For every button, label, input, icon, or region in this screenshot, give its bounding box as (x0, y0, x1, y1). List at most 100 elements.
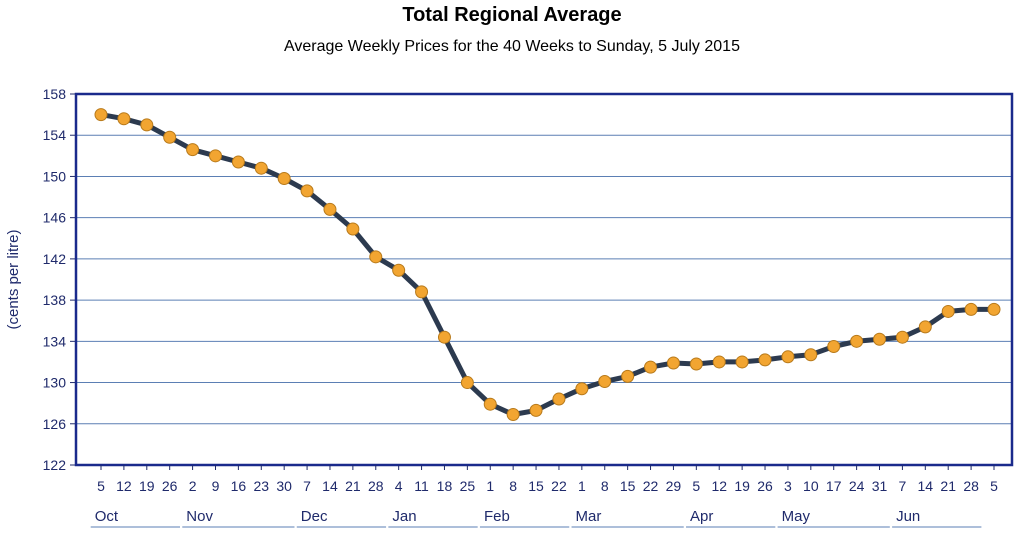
data-point (873, 332, 887, 346)
data-point (117, 112, 131, 126)
data-point (964, 302, 978, 316)
month-label: Jun (896, 508, 920, 525)
x-tick-label: 22 (643, 478, 659, 494)
chart-subtitle: Average Weekly Prices for the 40 Weeks t… (284, 38, 740, 55)
data-point (827, 339, 841, 353)
x-tick-label: 8 (601, 478, 609, 494)
x-tick-label: 23 (253, 478, 269, 494)
x-tick-label: 12 (711, 478, 727, 494)
month-label: Mar (576, 508, 602, 525)
data-point (712, 355, 726, 369)
data-point (689, 357, 703, 371)
x-tick-label: 28 (368, 478, 384, 494)
data-point (254, 161, 268, 175)
x-tick-label: 18 (437, 478, 453, 494)
chart-title: Total Regional Average (402, 4, 622, 26)
x-tick-label: 3 (784, 478, 792, 494)
x-tick-label: 1 (578, 478, 586, 494)
x-tick-label: 25 (460, 478, 476, 494)
axis-layer (70, 92, 1014, 528)
y-tick-label: 126 (43, 416, 67, 432)
plot-frame (74, 92, 1014, 467)
x-tick-label: 26 (162, 478, 178, 494)
data-point (850, 334, 864, 348)
data-point (598, 375, 612, 389)
y-tick-label: 138 (43, 292, 67, 308)
x-tick-label: 4 (395, 478, 403, 494)
month-label: Dec (301, 508, 328, 525)
month-label: Oct (95, 508, 119, 525)
x-tick-label: 15 (620, 478, 636, 494)
data-point (231, 155, 245, 169)
x-tick-label: 12 (116, 478, 132, 494)
data-point (895, 330, 909, 344)
x-tick-label: 28 (963, 478, 979, 494)
x-tick-label: 2 (189, 478, 197, 494)
data-point (552, 392, 566, 406)
data-point (392, 263, 406, 277)
month-label: Feb (484, 508, 510, 525)
x-tick-label: 5 (97, 478, 105, 494)
x-tick-label: 7 (899, 478, 907, 494)
x-tick-label: 15 (528, 478, 544, 494)
data-point (460, 376, 474, 390)
x-tick-label: 17 (826, 478, 842, 494)
data-point (186, 143, 200, 157)
point-layer (94, 108, 1001, 422)
data-point (506, 408, 520, 422)
data-point (529, 403, 543, 417)
data-point (735, 355, 749, 369)
data-point (483, 397, 497, 411)
x-tick-label: 10 (803, 478, 819, 494)
y-tick-label: 130 (43, 375, 67, 391)
data-point (987, 302, 1001, 316)
data-point (323, 202, 337, 216)
month-label: Apr (690, 508, 713, 525)
x-tick-label: 16 (231, 478, 247, 494)
x-tick-label: 21 (940, 478, 956, 494)
series-layer (98, 112, 997, 417)
data-point (804, 348, 818, 362)
x-tick-label: 26 (757, 478, 773, 494)
x-tick-label: 1 (486, 478, 494, 494)
x-tick-label: 24 (849, 478, 865, 494)
x-tick-label: 19 (139, 478, 155, 494)
x-tick-label: 22 (551, 478, 567, 494)
y-tick-label: 142 (43, 251, 67, 267)
y-tick-label: 134 (43, 333, 67, 349)
data-point (666, 356, 680, 370)
data-point (163, 130, 177, 144)
x-tick-label: 21 (345, 478, 361, 494)
data-point (369, 250, 383, 264)
x-tick-label: 8 (509, 478, 517, 494)
y-tick-label: 122 (43, 457, 67, 473)
x-tick-label: 5 (990, 478, 998, 494)
data-point (208, 149, 222, 163)
series-line (98, 112, 997, 417)
x-tick-label: 19 (734, 478, 750, 494)
data-point (781, 350, 795, 364)
month-label: May (782, 508, 811, 525)
x-tick-label: 30 (276, 478, 292, 494)
x-tick-label: 31 (872, 478, 888, 494)
data-point (918, 320, 932, 334)
x-tick-label: 5 (692, 478, 700, 494)
x-tick-label: 29 (666, 478, 682, 494)
data-point (140, 118, 154, 132)
y-axis-label: (cents per litre) (5, 229, 22, 329)
x-tick-label: 11 (414, 478, 429, 494)
data-point (94, 108, 108, 122)
month-label: Jan (392, 508, 416, 525)
data-point (415, 285, 429, 299)
data-point (575, 382, 589, 396)
y-tick-label: 150 (43, 168, 67, 184)
x-tick-label: 7 (303, 478, 311, 494)
month-label: Nov (186, 508, 213, 525)
x-tick-label: 9 (212, 478, 220, 494)
y-tick-label: 146 (43, 210, 67, 226)
data-point (941, 304, 955, 318)
y-tick-label: 154 (43, 127, 67, 143)
y-tick-label: 158 (43, 86, 67, 102)
